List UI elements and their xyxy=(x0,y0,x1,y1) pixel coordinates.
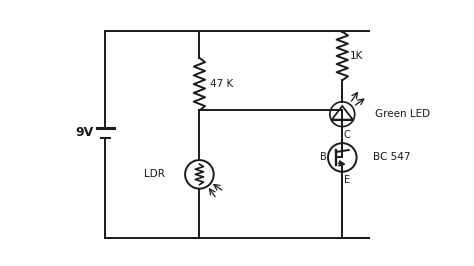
Text: Green LED: Green LED xyxy=(375,109,430,119)
Text: 47 K: 47 K xyxy=(210,79,233,89)
Text: BC 547: BC 547 xyxy=(374,152,411,163)
Text: B: B xyxy=(319,152,327,163)
Text: E: E xyxy=(344,175,350,185)
Text: C: C xyxy=(344,130,350,140)
Text: LDR: LDR xyxy=(144,169,164,179)
Text: 1K: 1K xyxy=(350,51,363,61)
Text: 9V: 9V xyxy=(75,127,94,139)
